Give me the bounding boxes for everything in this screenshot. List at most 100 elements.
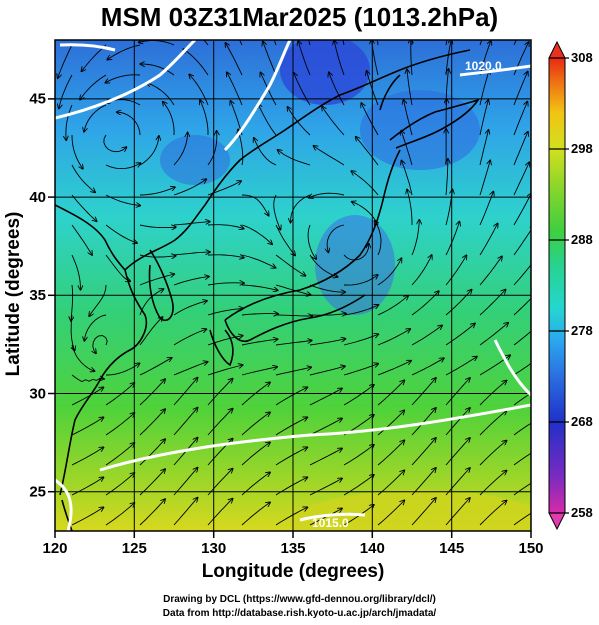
isobars xyxy=(55,40,531,531)
streamline xyxy=(327,224,345,252)
streamline xyxy=(513,297,531,316)
streamline xyxy=(105,383,134,406)
streamline xyxy=(71,314,75,351)
streamline xyxy=(309,448,342,466)
streamline xyxy=(163,102,175,136)
streamline xyxy=(275,315,312,316)
streamline xyxy=(513,512,531,526)
streamline xyxy=(139,289,163,316)
streamline xyxy=(377,329,410,346)
streamline xyxy=(513,422,531,436)
colorbar-tick-label: 278 xyxy=(571,323,593,338)
streamline xyxy=(411,408,436,436)
streamline xyxy=(139,439,165,466)
streamline xyxy=(89,284,107,316)
y-tick-label: 45 xyxy=(29,91,46,108)
colorbar: 258 268 278 288 298 308 xyxy=(548,40,593,531)
streamline xyxy=(309,366,345,376)
cold-pocket xyxy=(360,90,480,170)
streamline xyxy=(140,64,175,76)
isobar-line xyxy=(55,478,73,531)
streamline xyxy=(241,194,269,216)
streamline xyxy=(479,381,507,406)
streamline xyxy=(343,244,369,261)
streamline xyxy=(275,447,307,466)
streamline xyxy=(258,104,277,136)
streamline xyxy=(513,264,531,286)
colorbar-scale xyxy=(548,57,566,514)
streamline xyxy=(139,255,176,257)
streamline xyxy=(445,498,470,526)
streamline xyxy=(173,408,198,436)
colorbar-tick-label: 288 xyxy=(571,232,593,247)
streamline xyxy=(173,329,206,346)
streamline xyxy=(207,336,243,346)
streamline xyxy=(343,475,374,496)
streamline xyxy=(71,134,83,169)
streamline xyxy=(241,382,270,406)
streamline xyxy=(411,255,432,286)
streamline xyxy=(173,498,198,526)
streamline xyxy=(105,503,134,526)
streamline xyxy=(275,417,307,436)
streamline xyxy=(479,224,498,256)
streamline xyxy=(71,417,103,436)
isobar-line xyxy=(493,339,531,397)
colorbar-min-arrow xyxy=(548,512,566,531)
y-tick-label: 30 xyxy=(29,385,46,402)
streamline xyxy=(58,44,73,78)
streamline xyxy=(309,388,342,406)
streamline xyxy=(377,440,404,466)
streamline xyxy=(309,478,342,496)
streamline xyxy=(275,284,311,295)
streamline xyxy=(207,409,233,436)
streamline xyxy=(356,137,379,166)
streamline xyxy=(71,447,103,466)
streamline xyxy=(71,387,103,406)
colorbar-tick-label: 268 xyxy=(571,414,593,429)
streamline xyxy=(105,224,137,243)
streamline xyxy=(207,224,244,229)
streamline xyxy=(513,162,529,196)
streamline xyxy=(241,367,277,376)
streamline xyxy=(71,344,95,371)
isobar-line xyxy=(59,43,116,52)
streamline xyxy=(377,361,411,376)
streamline xyxy=(254,138,277,166)
cold-pocket xyxy=(315,215,395,315)
streamline xyxy=(238,130,244,166)
y-axis-title: Latitude (degrees) xyxy=(3,211,24,377)
streamline xyxy=(105,163,140,170)
streamline xyxy=(513,362,531,376)
streamline xyxy=(314,146,345,166)
streamline xyxy=(479,100,488,136)
graticule xyxy=(55,40,531,531)
streamline xyxy=(278,150,311,166)
streamline xyxy=(291,194,311,222)
streamline xyxy=(105,443,134,466)
streamline xyxy=(241,314,278,315)
streamline xyxy=(275,224,295,255)
streamline xyxy=(343,305,378,316)
colorbar-tick-label: 298 xyxy=(571,141,593,156)
wind-streamlines xyxy=(58,40,531,526)
streamline xyxy=(71,477,103,496)
isobar-line xyxy=(223,40,292,152)
streamline xyxy=(103,134,127,153)
streamline xyxy=(411,498,436,526)
streamline xyxy=(513,330,531,346)
streamline xyxy=(479,41,491,76)
footer-credit: Drawing by DCL (https://www.gfd-dennou.o… xyxy=(163,594,436,605)
streamline xyxy=(117,112,141,136)
colorbar-tick-label: 258 xyxy=(571,505,593,520)
streamline xyxy=(241,442,270,466)
streamline xyxy=(309,254,338,277)
streamline xyxy=(173,301,207,316)
streamline xyxy=(445,468,470,496)
streamline xyxy=(105,254,130,281)
x-tick-label: 120 xyxy=(42,540,67,557)
colorbar-max-arrow xyxy=(548,40,566,59)
streamline xyxy=(445,255,466,286)
streamline xyxy=(173,252,210,256)
